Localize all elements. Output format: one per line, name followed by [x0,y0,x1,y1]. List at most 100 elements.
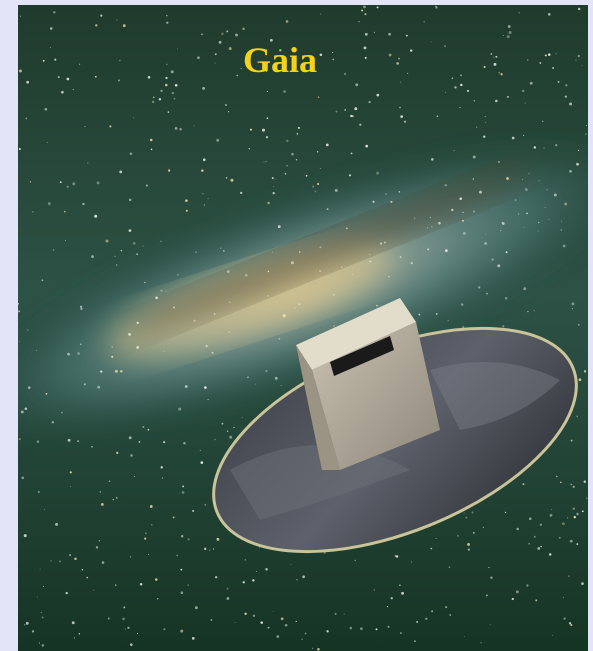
star [416,621,418,623]
star [534,146,536,148]
star [164,351,165,352]
star [19,70,22,73]
star [32,630,34,632]
star [52,421,54,423]
star [142,426,144,428]
star [576,513,579,516]
star [220,247,221,248]
star [165,84,168,87]
star [464,636,465,637]
star [551,509,552,510]
star [410,49,412,51]
star [186,210,188,212]
star [26,622,29,625]
star [384,242,386,244]
star [505,297,507,299]
star [228,111,229,112]
star [523,227,524,228]
star [584,370,586,372]
star [467,90,469,92]
star [47,142,48,143]
star [351,152,353,154]
star [491,258,494,261]
star [177,48,178,49]
star [48,202,51,205]
star [226,177,228,179]
star [151,149,153,151]
star [539,62,541,64]
star [214,313,216,315]
star [67,186,69,188]
star [388,276,389,277]
star [43,586,44,587]
star [223,250,225,252]
star [82,203,84,205]
star [390,201,392,203]
star [94,215,97,218]
star [209,549,210,550]
star [58,76,60,78]
star [376,94,379,97]
star [473,155,476,158]
star [283,90,286,93]
star [295,308,296,309]
star [64,211,66,213]
star [163,628,165,630]
star [175,127,178,130]
star [200,450,201,451]
star [106,240,109,243]
star [82,569,83,570]
star [201,461,204,464]
star [202,87,205,90]
star [490,624,491,625]
star [399,585,400,586]
star [188,584,189,585]
star [117,20,118,21]
star [344,614,345,615]
star [462,220,464,222]
star [42,617,44,619]
star [267,202,270,205]
star [346,227,348,229]
star [165,77,167,79]
star [502,325,504,327]
star [133,242,136,245]
star [235,622,236,623]
star [546,189,547,190]
star [215,576,217,578]
star [522,179,523,180]
star [195,251,197,253]
star [213,548,214,549]
star [522,90,525,93]
star [332,59,334,61]
star [476,127,477,128]
star [537,547,540,550]
star [354,107,357,110]
star [538,230,539,231]
star [296,579,297,580]
star [305,633,307,635]
star [145,532,147,534]
star [214,439,215,440]
star [161,466,163,468]
star [479,191,482,194]
star [133,117,134,118]
star [136,253,138,255]
star [535,599,537,601]
title: Gaia [243,40,317,80]
star [352,274,353,275]
star [175,84,178,87]
star [445,249,448,252]
star [317,183,319,185]
star [365,145,368,148]
star [369,254,370,255]
star [564,203,567,206]
star [512,598,514,600]
star [445,92,446,93]
star [473,211,475,213]
star [326,144,329,147]
star [461,303,463,305]
star [44,509,45,510]
star [364,13,366,15]
star [490,53,492,55]
